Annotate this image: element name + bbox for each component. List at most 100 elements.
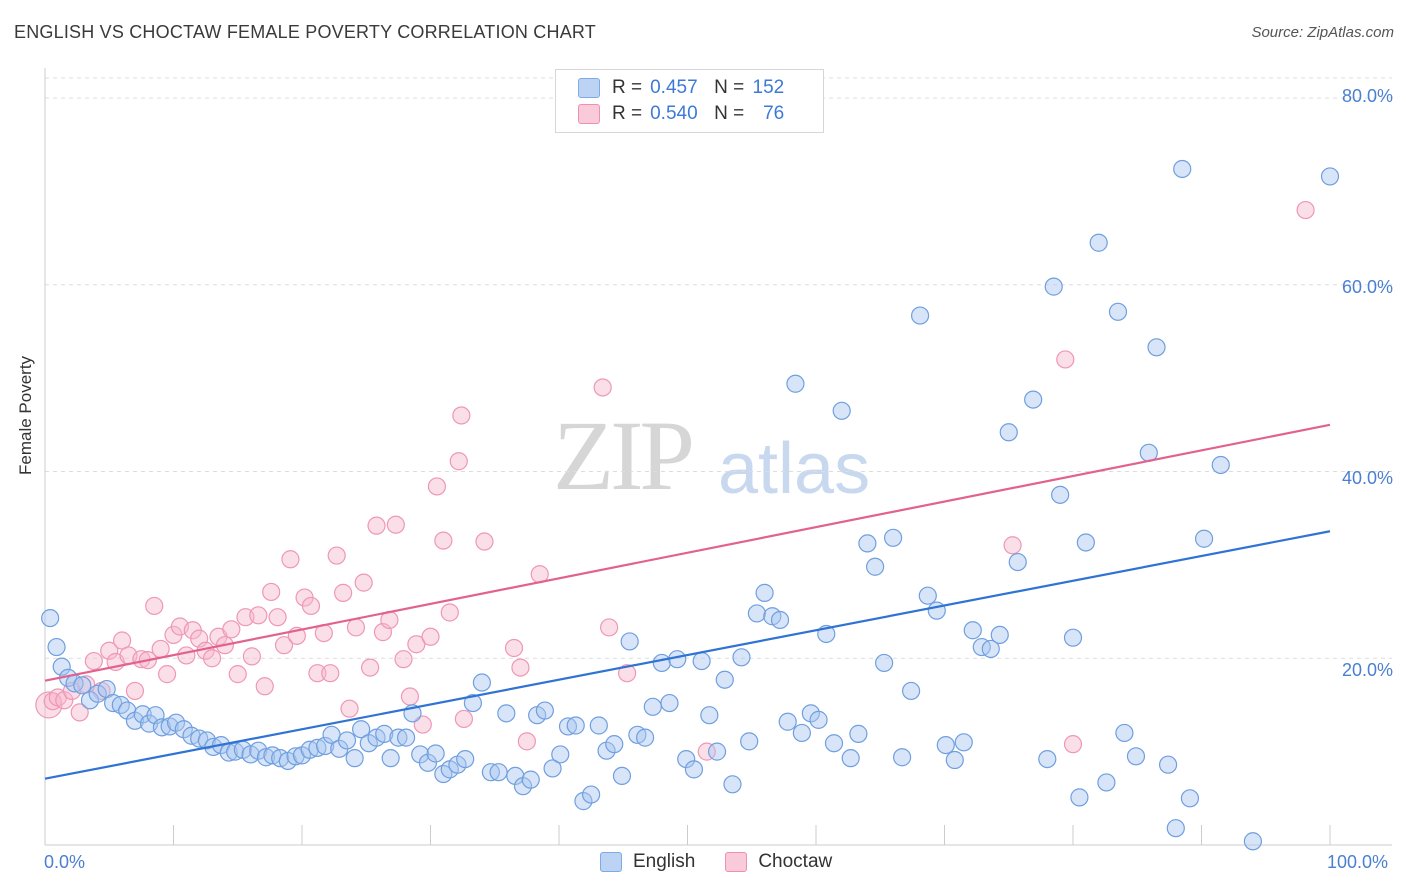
r-label: R =: [612, 77, 643, 98]
choctaw-point: [1063, 735, 1083, 754]
english-point: [999, 423, 1018, 442]
legend-row-english: R = 0.457 N = 152: [578, 76, 784, 100]
english-point: [755, 583, 774, 602]
y-tick-label: 80.0%: [1341, 86, 1393, 106]
choctaw-point: [125, 681, 145, 701]
choctaw-point: [449, 452, 468, 471]
english-point: [901, 681, 921, 701]
choctaw-point: [262, 582, 281, 602]
english-point: [927, 601, 946, 620]
source-label[interactable]: Source: ZipAtlas.com: [1251, 24, 1394, 41]
english-point: [892, 748, 912, 767]
choctaw-point: [177, 646, 196, 665]
english-point: [118, 701, 137, 720]
trend-lines: [44, 423, 1331, 780]
choctaw-point: [301, 596, 321, 616]
english-point: [1076, 533, 1095, 552]
english-point: [352, 720, 371, 739]
english-swatch: [578, 78, 600, 98]
english-point: [472, 673, 491, 692]
english-point: [786, 374, 805, 393]
choctaw-point: [386, 515, 405, 534]
english-point: [1158, 755, 1178, 774]
choctaw-point: [593, 378, 612, 397]
english-point: [1126, 747, 1146, 766]
english-point: [684, 760, 704, 779]
english-point: [566, 716, 585, 735]
choctaw-swatch: [725, 852, 748, 872]
english-point: [47, 637, 66, 657]
english-point: [832, 401, 851, 420]
choctaw-point: [361, 658, 380, 677]
english-point: [778, 712, 797, 731]
english-point: [481, 763, 500, 782]
english-point: [643, 697, 662, 716]
english-point: [841, 749, 860, 768]
english-point: [715, 670, 734, 689]
english-point: [463, 693, 483, 713]
choctaw-point: [202, 649, 222, 668]
english-point: [883, 528, 903, 547]
axes: [44, 68, 1392, 846]
english-trend-line: [44, 530, 1331, 780]
legend-item-choctaw[interactable]: Choctaw: [725, 851, 832, 873]
english-point: [792, 723, 811, 743]
english-point: [692, 651, 711, 671]
english-point: [1166, 819, 1185, 838]
english-point: [990, 625, 1009, 645]
english-point: [396, 728, 416, 747]
english-point: [1063, 628, 1083, 647]
english-point: [963, 621, 982, 640]
english-point: [910, 306, 930, 325]
english-point: [582, 785, 601, 804]
english-point: [1194, 529, 1214, 548]
english-point: [558, 717, 578, 736]
english-point: [1147, 338, 1166, 357]
english-point: [316, 736, 335, 756]
series-legend: English Choctaw: [600, 851, 862, 873]
y-tick-label: 40.0%: [1341, 468, 1393, 488]
choctaw-point: [242, 647, 261, 666]
choctaw-points: [35, 200, 1315, 761]
choctaw-point: [268, 608, 287, 627]
english-point: [506, 766, 525, 786]
r-value: 0.457: [650, 77, 698, 98]
english-point: [426, 744, 445, 763]
choctaw-point: [255, 677, 274, 696]
choctaw-point: [400, 687, 420, 706]
english-point: [677, 749, 696, 769]
english-point: [337, 731, 357, 750]
english-point: [809, 710, 828, 729]
english-point: [41, 608, 60, 628]
english-point: [824, 734, 844, 753]
english-point: [1173, 159, 1192, 179]
choctaw-point: [413, 715, 432, 734]
english-point: [521, 770, 540, 789]
choctaw-point: [618, 664, 637, 683]
choctaw-point: [321, 664, 340, 683]
english-point: [954, 733, 973, 752]
stats-legend: R = 0.457 N = 152 R = 0.540 N = 76: [555, 69, 824, 133]
choctaw-point: [454, 709, 474, 729]
english-point: [1320, 167, 1340, 186]
english-point: [732, 648, 751, 667]
english-point: [389, 728, 408, 747]
english-points: [41, 159, 1340, 851]
english-point: [707, 742, 727, 761]
choctaw-point: [421, 627, 440, 646]
english-point: [612, 766, 632, 786]
choctaw-swatch: [578, 104, 600, 124]
legend-item-english[interactable]: English: [600, 851, 695, 873]
english-point: [866, 557, 885, 576]
english-point: [858, 534, 877, 553]
x-tick-label-max: 100.0%: [1327, 852, 1389, 872]
english-point: [543, 759, 562, 778]
english-point: [551, 745, 570, 764]
english-point: [1051, 485, 1070, 504]
choctaw-point: [334, 583, 353, 602]
english-point: [770, 610, 790, 630]
choctaw-point: [145, 596, 164, 616]
english-point: [375, 724, 394, 743]
y-tick-label: 60.0%: [1341, 277, 1393, 297]
